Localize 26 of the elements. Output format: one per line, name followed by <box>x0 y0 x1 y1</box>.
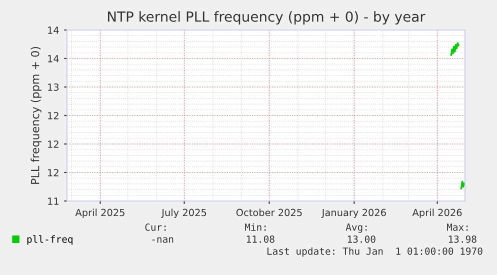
y-tick-label: 11 <box>48 198 58 205</box>
y-axis-title: PLL frequency (ppm + 0) <box>30 47 42 184</box>
text: 13.00 <box>348 235 376 243</box>
y-tick-label: 14 <box>48 55 59 62</box>
y-tick-label: 12 <box>48 112 58 120</box>
y-tick-label: 13 <box>48 83 59 91</box>
text: Cur: <box>145 223 166 231</box>
line-series <box>460 180 465 190</box>
x-tick-label: July 2025 <box>161 208 206 218</box>
chart-title: NTP kernel PLL frequency (ppm + 0) - by year <box>108 11 426 25</box>
line-series <box>450 42 460 56</box>
x-tick-label: January 2026 <box>321 208 386 218</box>
y-tick-label: 14 <box>48 26 59 34</box>
y-tick-label: 12 <box>48 140 58 148</box>
text: 13.98 <box>448 235 476 243</box>
text: -nan <box>152 237 174 243</box>
text: Avg: <box>346 224 367 233</box>
text: Last update: Thu Jan 1 01:00:00 1970 <box>267 247 482 257</box>
legend-label: pll-freq <box>27 235 72 245</box>
x-tick-label: April 2025 <box>75 208 124 218</box>
x-tick-label: October 2025 <box>236 208 302 216</box>
text: Max: <box>446 224 468 231</box>
text: 11.08 <box>246 235 274 243</box>
text: Min: <box>244 223 266 231</box>
y-tick-label: 12 <box>48 168 58 176</box>
x-tick-label: April 2026 <box>412 208 462 218</box>
